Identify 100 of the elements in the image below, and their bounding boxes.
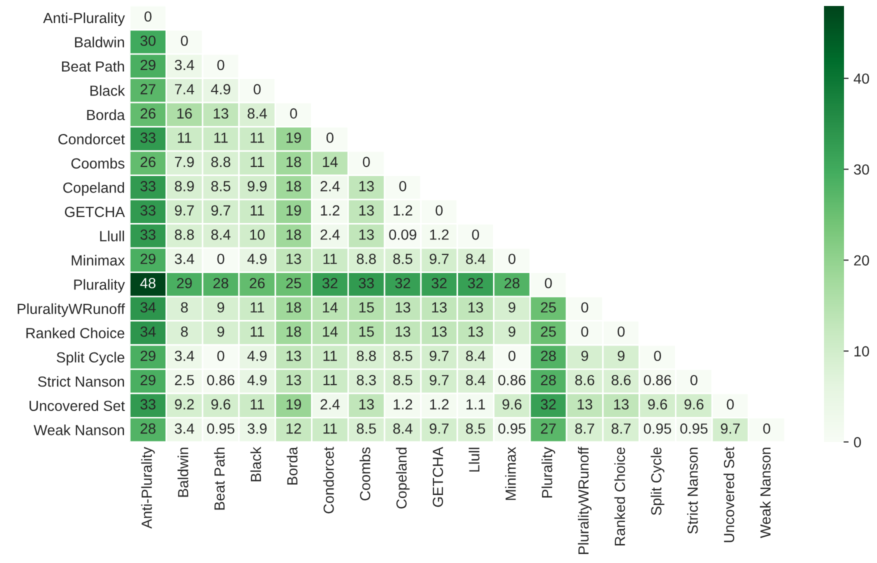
data-label: 25 <box>286 278 302 288</box>
data-label: 8.4 <box>393 423 412 434</box>
data-label: 0 <box>581 302 588 313</box>
data-label: 33 <box>140 205 156 216</box>
data-label: 3.4 <box>174 423 194 434</box>
data-label: 11 <box>324 375 337 386</box>
data-label: 8.9 <box>174 181 194 192</box>
x-tick-label: Uncovered Set <box>724 446 734 542</box>
data-label: 9.6 <box>648 399 668 410</box>
x-tick-label: Strict Nanson <box>687 448 698 534</box>
data-label: 28 <box>504 278 520 288</box>
data-label: 28 <box>540 374 556 386</box>
color-bar-label: 0 <box>854 437 861 448</box>
y-tick-label: Minimax <box>72 254 125 266</box>
x-tick-label: Plurality <box>542 446 556 498</box>
data-label: 2.4 <box>320 230 340 240</box>
data-label: 29 <box>140 254 156 264</box>
data-label: 8.8 <box>174 230 194 240</box>
x-tick-label: Copeland <box>396 448 410 509</box>
data-label: 3.9 <box>248 423 267 434</box>
x-tick-label: Beat Path <box>214 448 225 510</box>
data-label: 8.4 <box>466 350 486 362</box>
data-label: 8.6 <box>575 374 594 386</box>
data-label: 0 <box>508 350 516 362</box>
data-label: 18 <box>286 156 302 168</box>
data-label: 0 <box>290 108 298 119</box>
data-label: 10 <box>250 230 265 240</box>
data-label: 9.7 <box>430 423 449 434</box>
data-label: 0 <box>217 60 224 70</box>
data-label: 9 <box>217 302 224 313</box>
data-label: 32 <box>322 278 338 288</box>
data-label: 0 <box>326 132 334 143</box>
data-label: 8.4 <box>466 374 486 386</box>
data-label: 0 <box>254 84 261 94</box>
color-bar-label: 20 <box>854 255 870 266</box>
data-label: 9 <box>618 350 624 362</box>
data-label: 13 <box>359 399 374 410</box>
data-label: 19 <box>286 205 301 216</box>
data-label: 0 <box>690 374 698 386</box>
data-label: 9.7 <box>720 423 740 434</box>
data-label: 11 <box>324 424 337 434</box>
data-label: 14 <box>322 156 338 167</box>
data-label: 9.7 <box>211 205 230 216</box>
y-tick-label: Black <box>90 85 125 96</box>
data-label: 8.5 <box>393 350 412 362</box>
data-label: 1.2 <box>430 399 449 410</box>
data-label: 8.3 <box>356 374 376 386</box>
data-label: 28 <box>140 423 156 434</box>
x-tick-label: Condorcet <box>323 446 334 514</box>
data-label: 9.7 <box>430 350 449 362</box>
data-label: 13 <box>614 399 629 410</box>
data-label: 32 <box>432 278 447 288</box>
data-label: 0.95 <box>680 423 708 434</box>
data-label: 11 <box>324 350 337 361</box>
data-label: 14 <box>322 302 338 312</box>
data-label: 0 <box>472 230 480 240</box>
data-label: 29 <box>140 374 156 386</box>
data-label: 0 <box>436 205 443 216</box>
x-tick-label: GETCHA <box>432 446 444 507</box>
data-label: 8.8 <box>356 350 376 362</box>
data-label: 9.6 <box>684 399 704 410</box>
data-label: 0.09 <box>389 230 416 240</box>
data-label: 0 <box>763 423 770 434</box>
data-label: 13 <box>578 399 592 410</box>
y-tick-label: Coombs <box>71 158 124 169</box>
data-label: 0 <box>544 278 552 288</box>
data-label: 0 <box>399 181 406 192</box>
data-label: 26 <box>250 278 265 288</box>
y-tick-label: Strict Nanson <box>38 376 124 387</box>
data-label: 8.5 <box>393 254 412 264</box>
data-label: 2.4 <box>320 181 340 192</box>
y-tick-label: Borda <box>87 109 125 120</box>
data-label: 29 <box>140 350 156 362</box>
data-label: 27 <box>140 84 156 94</box>
y-tick-label: Beat Path <box>62 60 124 72</box>
data-label: 30 <box>140 36 156 46</box>
color-bar-label: 10 <box>854 346 870 356</box>
data-label: 0 <box>581 326 588 337</box>
data-label: 0.95 <box>498 423 526 434</box>
data-label: 1.2 <box>320 205 340 216</box>
data-label: 9.6 <box>502 399 522 410</box>
x-tick-label: Split Cycle <box>650 447 664 516</box>
data-label: 33 <box>140 181 156 192</box>
data-label: 9 <box>508 302 516 313</box>
x-tick-label: Weak Nanson <box>760 448 771 538</box>
data-label: 11 <box>250 302 264 312</box>
data-label: 11 <box>250 156 264 167</box>
data-label: 0 <box>726 399 734 410</box>
data-label: 13 <box>359 230 374 240</box>
x-tick-label: Llull <box>468 448 480 472</box>
data-label: 8.7 <box>575 423 594 434</box>
data-label: 8.8 <box>211 156 230 168</box>
data-label: 11 <box>178 132 192 143</box>
data-label: 9.9 <box>248 181 267 192</box>
data-label: 13 <box>359 205 374 216</box>
data-label: 13 <box>396 302 410 313</box>
data-label: 18 <box>286 326 302 337</box>
data-label: 4.9 <box>247 374 267 386</box>
data-label: 32 <box>540 399 556 410</box>
data-label: 9 <box>581 350 588 362</box>
